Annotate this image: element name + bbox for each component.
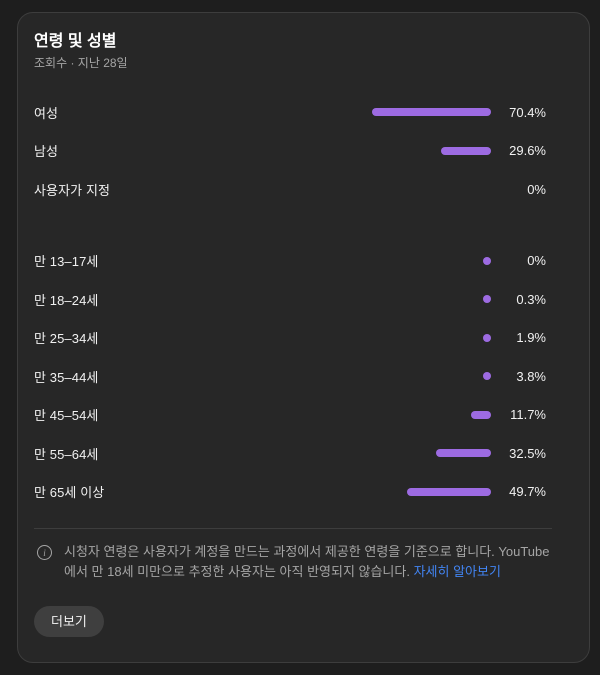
row-bar (436, 449, 491, 458)
gender-section: 여성 70.4% 남성 29.6% 사용자가 지정 0% (18, 93, 589, 209)
age-section: 만 13–17세 0% 만 18–24세 0.3% 만 25–34세 1.9% … (18, 242, 589, 512)
bar-area (322, 333, 491, 342)
row-label: 사용자가 지정 (34, 182, 111, 198)
stat-row: 만 65세 이상 49.7% (18, 473, 589, 512)
bar-area (322, 487, 491, 496)
row-label: 만 18–24세 (34, 292, 99, 308)
stat-row: 만 25–34세 1.9% (18, 319, 589, 358)
bar-area (322, 146, 491, 155)
row-bar (372, 108, 491, 117)
row-bar (483, 333, 491, 342)
row-bar (471, 410, 491, 419)
row-label: 남성 (34, 144, 59, 160)
stat-row: 여성 70.4% (18, 93, 589, 132)
row-label: 만 65세 이상 (34, 485, 105, 501)
row-value: 0.3% (516, 291, 546, 307)
stat-row: 사용자가 지정 0% (18, 170, 589, 209)
card-subtitle: 조회수 · 지난 28일 (34, 56, 128, 70)
row-label: 만 45–54세 (34, 408, 99, 424)
row-value: 1.9% (516, 330, 546, 346)
row-label: 만 13–17세 (34, 254, 99, 270)
row-value: 3.8% (516, 368, 546, 384)
stat-row: 만 18–24세 0.3% (18, 280, 589, 319)
row-value: 11.7% (510, 407, 546, 423)
stat-row: 만 45–54세 11.7% (18, 396, 589, 435)
bar-area (322, 410, 491, 419)
stat-row: 만 13–17세 0% (18, 242, 589, 281)
divider (34, 528, 552, 529)
stat-row: 만 55–64세 32.5% (18, 434, 589, 473)
bar-area (322, 256, 491, 265)
bar-area (322, 108, 491, 117)
info-icon: i (37, 545, 52, 560)
age-gender-card: 연령 및 성별 조회수 · 지난 28일 여성 70.4% 남성 29.6% 사… (17, 12, 590, 663)
row-bar (483, 295, 491, 304)
row-value: 0% (527, 253, 546, 269)
row-value: 29.6% (509, 143, 546, 159)
card-header: 연령 및 성별 조회수 · 지난 28일 (34, 31, 573, 71)
row-bar (407, 487, 491, 496)
row-value: 32.5% (509, 445, 546, 461)
row-bar (440, 146, 491, 155)
stat-rows: 여성 70.4% 남성 29.6% 사용자가 지정 0% 만 13–17세 0%… (18, 93, 589, 511)
bar-area (322, 372, 491, 381)
row-label: 만 55–64세 (34, 446, 99, 462)
row-bar (483, 372, 491, 381)
section-gap (18, 209, 589, 242)
row-value: 70.4% (509, 104, 546, 120)
row-bar (483, 256, 491, 265)
row-label: 만 25–34세 (34, 331, 99, 347)
row-label: 만 35–44세 (34, 369, 99, 385)
row-value: 0% (527, 181, 546, 197)
bar-area (322, 295, 491, 304)
footnote-text-wrap: 시청자 연령은 사용자가 계정을 만드는 과정에서 제공한 연령을 기준으로 합… (64, 542, 552, 582)
learn-more-link[interactable]: 자세히 알아보기 (413, 564, 501, 579)
bar-area (322, 449, 491, 458)
row-value: 49.7% (509, 484, 546, 500)
footnote: i 시청자 연령은 사용자가 계정을 만드는 과정에서 제공한 연령을 기준으로… (37, 542, 552, 582)
card-title: 연령 및 성별 (34, 33, 117, 50)
stat-row: 만 35–44세 3.8% (18, 357, 589, 396)
footnote-text: 시청자 연령은 사용자가 계정을 만드는 과정에서 제공한 연령을 기준으로 합… (64, 544, 550, 579)
stat-row: 남성 29.6% (18, 132, 589, 171)
see-more-button[interactable]: 더보기 (34, 606, 104, 637)
row-label: 여성 (34, 105, 59, 121)
